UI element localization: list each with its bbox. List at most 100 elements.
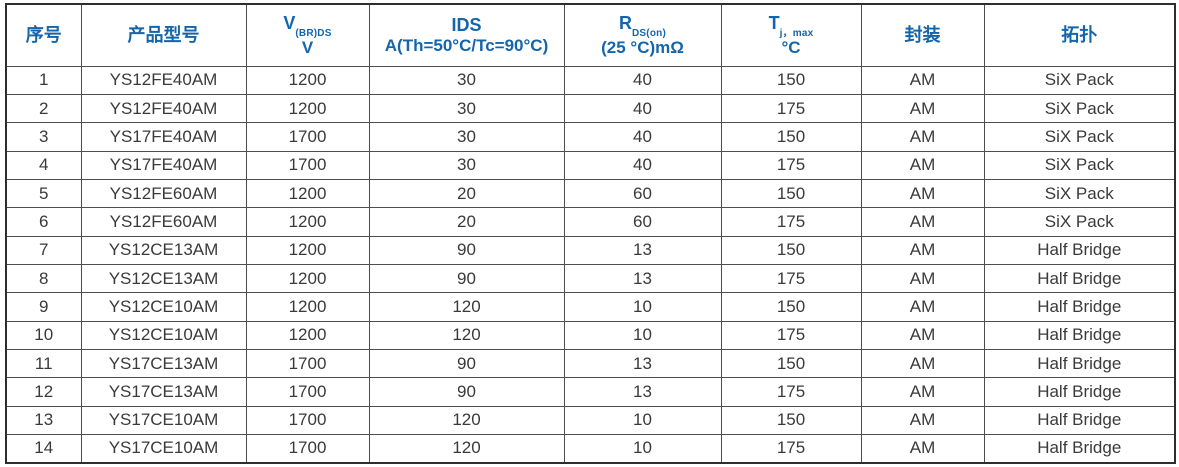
cell-package: AM (860, 292, 985, 322)
cell-tjmax: 150 (720, 292, 862, 322)
header-unit-line: (25 °C)mΩ (601, 38, 684, 58)
cell-topology: Half Bridge (983, 348, 1176, 379)
cell-index: 6 (5, 207, 82, 237)
column-header-rdson: RDS(on) (25 °C)mΩ (563, 3, 722, 67)
cell-package: AM (860, 377, 985, 407)
cell-index: 8 (5, 263, 82, 294)
product-spec-table-wrapper: 序号 产品型号 V(BR)DS V IDS A(Th=50°C/Tc=90°C) RDS(o… (5, 3, 1176, 464)
cell-tjmax: 175 (720, 377, 862, 407)
cell-tjmax: 175 (720, 320, 862, 350)
table-header: 序号 产品型号 V(BR)DS V IDS A(Th=50°C/Tc=90°C) RDS(o… (5, 3, 1176, 67)
cell-ids: 90 (368, 263, 565, 294)
cell-tjmax: 175 (720, 150, 862, 180)
cell-vbrds: 1200 (245, 178, 370, 209)
cell-ids: 30 (368, 65, 565, 95)
cell-ids: 90 (368, 377, 565, 407)
table-row: 6 YS12FE60AM 1200 20 60 175 AM SiX Pack (5, 207, 1176, 237)
cell-tjmax: 175 (720, 433, 862, 464)
cell-vbrds: 1700 (245, 122, 370, 152)
cell-package: AM (860, 93, 985, 124)
cell-tjmax: 150 (720, 235, 862, 265)
product-spec-table: 序号 产品型号 V(BR)DS V IDS A(Th=50°C/Tc=90°C) RDS(o… (5, 3, 1176, 464)
header-label: 拓扑 (1061, 24, 1098, 45)
cell-rdson: 13 (563, 235, 722, 265)
cell-rdson: 13 (563, 263, 722, 294)
cell-package: AM (860, 122, 985, 152)
header-label: IDS (451, 14, 482, 35)
cell-model: YS12FE60AM (80, 207, 247, 237)
cell-tjmax: 150 (720, 65, 862, 95)
cell-ids: 120 (368, 320, 565, 350)
cell-ids: 30 (368, 93, 565, 124)
column-header-model: 产品型号 (80, 3, 247, 67)
cell-tjmax: 175 (720, 93, 862, 124)
cell-vbrds: 1700 (245, 405, 370, 435)
cell-package: AM (860, 433, 985, 464)
cell-topology: Half Bridge (983, 405, 1176, 435)
cell-rdson: 10 (563, 433, 722, 464)
cell-model: YS12FE60AM (80, 178, 247, 209)
cell-index: 13 (5, 405, 82, 435)
cell-index: 5 (5, 178, 82, 209)
cell-ids: 120 (368, 433, 565, 464)
cell-rdson: 13 (563, 348, 722, 379)
cell-index: 10 (5, 320, 82, 350)
table-row: 3 YS17FE40AM 1700 30 40 150 AM SiX Pack (5, 122, 1176, 152)
cell-rdson: 40 (563, 122, 722, 152)
cell-tjmax: 150 (720, 178, 862, 209)
cell-topology: SiX Pack (983, 207, 1176, 237)
cell-rdson: 10 (563, 292, 722, 322)
header-row: 序号 产品型号 V(BR)DS V IDS A(Th=50°C/Tc=90°C) RDS(o… (5, 3, 1176, 67)
cell-package: AM (860, 348, 985, 379)
cell-package: AM (860, 235, 985, 265)
cell-topology: SiX Pack (983, 150, 1176, 180)
cell-tjmax: 150 (720, 348, 862, 379)
cell-model: YS17CE13AM (80, 377, 247, 407)
cell-rdson: 40 (563, 65, 722, 95)
column-header-tjmax: Tj，max °C (720, 3, 862, 67)
table-row: 1 YS12FE40AM 1200 30 40 150 AM SiX Pack (5, 65, 1176, 95)
cell-tjmax: 150 (720, 122, 862, 152)
cell-tjmax: 150 (720, 405, 862, 435)
cell-index: 14 (5, 433, 82, 464)
table-row: 5 YS12FE60AM 1200 20 60 150 AM SiX Pack (5, 178, 1176, 209)
table-row: 7 YS12CE13AM 1200 90 13 150 AM Half Bridge (5, 235, 1176, 265)
cell-package: AM (860, 263, 985, 294)
cell-package: AM (860, 150, 985, 180)
cell-package: AM (860, 207, 985, 237)
cell-tjmax: 175 (720, 207, 862, 237)
cell-vbrds: 1700 (245, 433, 370, 464)
cell-vbrds: 1700 (245, 377, 370, 407)
cell-vbrds: 1200 (245, 320, 370, 350)
cell-topology: Half Bridge (983, 263, 1176, 294)
cell-vbrds: 1200 (245, 207, 370, 237)
table-row: 10 YS12CE10AM 1200 120 10 175 AM Half Bridge (5, 320, 1176, 350)
cell-index: 1 (5, 65, 82, 95)
cell-index: 2 (5, 93, 82, 124)
table-row: 13 YS17CE10AM 1700 120 10 150 AM Half Bridge (5, 405, 1176, 435)
cell-topology: SiX Pack (983, 65, 1176, 95)
cell-rdson: 40 (563, 93, 722, 124)
cell-ids: 20 (368, 207, 565, 237)
header-label: T (768, 12, 780, 33)
cell-topology: SiX Pack (983, 122, 1176, 152)
cell-index: 3 (5, 122, 82, 152)
cell-topology: Half Bridge (983, 292, 1176, 322)
cell-topology: SiX Pack (983, 178, 1176, 209)
cell-rdson: 40 (563, 150, 722, 180)
column-header-ids: IDS A(Th=50°C/Tc=90°C) (368, 3, 565, 67)
cell-model: YS12CE13AM (80, 235, 247, 265)
cell-model: YS12CE10AM (80, 320, 247, 350)
header-label: 产品型号 (127, 24, 200, 45)
cell-model: YS17FE40AM (80, 122, 247, 152)
cell-ids: 120 (368, 405, 565, 435)
cell-ids: 30 (368, 122, 565, 152)
cell-package: AM (860, 65, 985, 95)
header-label: 序号 (25, 24, 62, 45)
column-header-vbrds: V(BR)DS V (245, 3, 370, 67)
cell-model: YS12FE40AM (80, 93, 247, 124)
cell-ids: 120 (368, 292, 565, 322)
cell-model: YS17CE10AM (80, 405, 247, 435)
header-unit-line: A(Th=50°C/Tc=90°C) (384, 36, 549, 56)
cell-topology: Half Bridge (983, 433, 1176, 464)
